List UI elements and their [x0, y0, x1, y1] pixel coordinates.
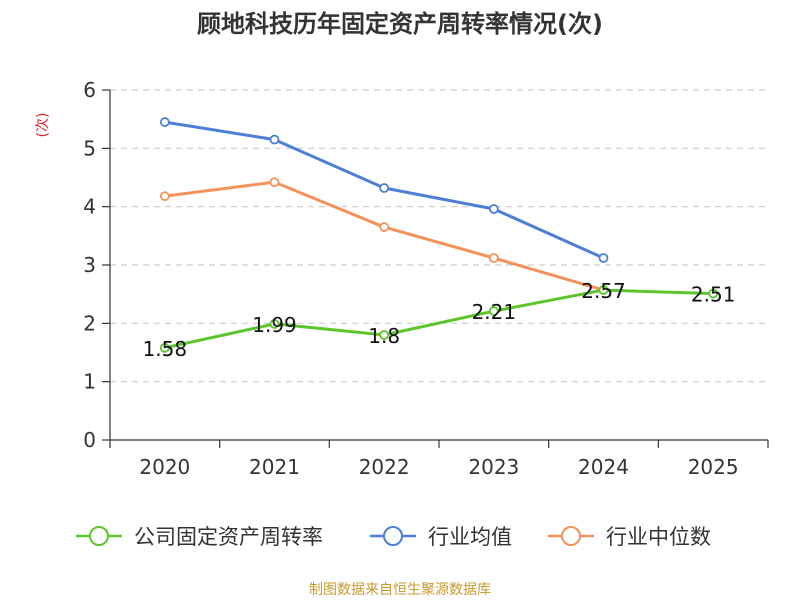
x-tick-label: 2020: [139, 455, 190, 479]
legend-marker: [383, 526, 403, 546]
legend-label: 公司固定资产周转率: [134, 525, 323, 549]
data-labels: 1.58 1.99 1.8 2.21 2.57 2.51: [143, 279, 736, 361]
series-group: [159, 117, 719, 353]
x-tick-label: 2021: [249, 455, 300, 479]
data-point: [598, 253, 609, 263]
y-tick-label: 3: [83, 253, 96, 277]
data-point: [598, 285, 609, 295]
source-note: 制图数据来自恒生聚源数据库: [309, 582, 491, 598]
legend-label: 行业中位数: [606, 525, 711, 549]
data-label: 2.57: [581, 279, 626, 303]
y-tick-label: 4: [83, 195, 96, 219]
y-tick-label: 5: [83, 136, 96, 160]
legend-marker: [89, 526, 109, 546]
data-point: [159, 191, 170, 202]
y-tick-label: 6: [83, 78, 96, 102]
y-tick-label: 1: [83, 370, 96, 394]
data-point: [379, 222, 390, 232]
data-label: 1.8: [368, 324, 400, 348]
data-label: 2.51: [691, 283, 736, 307]
y-ticks: 0 1 2 3 4 5 6: [83, 78, 110, 452]
x-tick-label: 2024: [578, 455, 629, 479]
y-tick-label: 2: [83, 311, 96, 335]
axes: [109, 90, 768, 441]
legend: 公司固定资产周转率 行业均值 行业中位数: [76, 525, 711, 549]
x-tick-label: 2023: [468, 455, 519, 479]
data-label: 1.99: [252, 313, 297, 337]
data-point: [159, 342, 170, 353]
data-point: [488, 204, 499, 214]
legend-label: 行业均值: [428, 525, 512, 549]
x-ticks: 2020 2021 2022 2023 2024 2025: [109, 440, 769, 479]
data-point: [269, 319, 280, 329]
x-tick-label: 2022: [359, 455, 410, 479]
data-point: [269, 177, 280, 188]
data-point: [269, 134, 280, 145]
data-point: [159, 117, 170, 127]
y-axis-label: (次): [35, 113, 51, 138]
series-line-2: [164, 180, 604, 292]
data-label: 1.58: [143, 337, 188, 361]
legend-marker: [561, 526, 581, 546]
series-line-0: [164, 288, 714, 350]
data-point: [379, 330, 390, 340]
data-point: [379, 183, 390, 193]
chart-title: 顾地科技历年固定资产周转率情况(次): [197, 10, 603, 38]
x-tick-label: 2025: [688, 455, 739, 479]
data-point: [488, 306, 499, 316]
data-point: [708, 288, 719, 299]
data-label: 2.21: [472, 300, 517, 324]
y-tick-label: 0: [83, 428, 96, 452]
data-point: [488, 253, 499, 263]
